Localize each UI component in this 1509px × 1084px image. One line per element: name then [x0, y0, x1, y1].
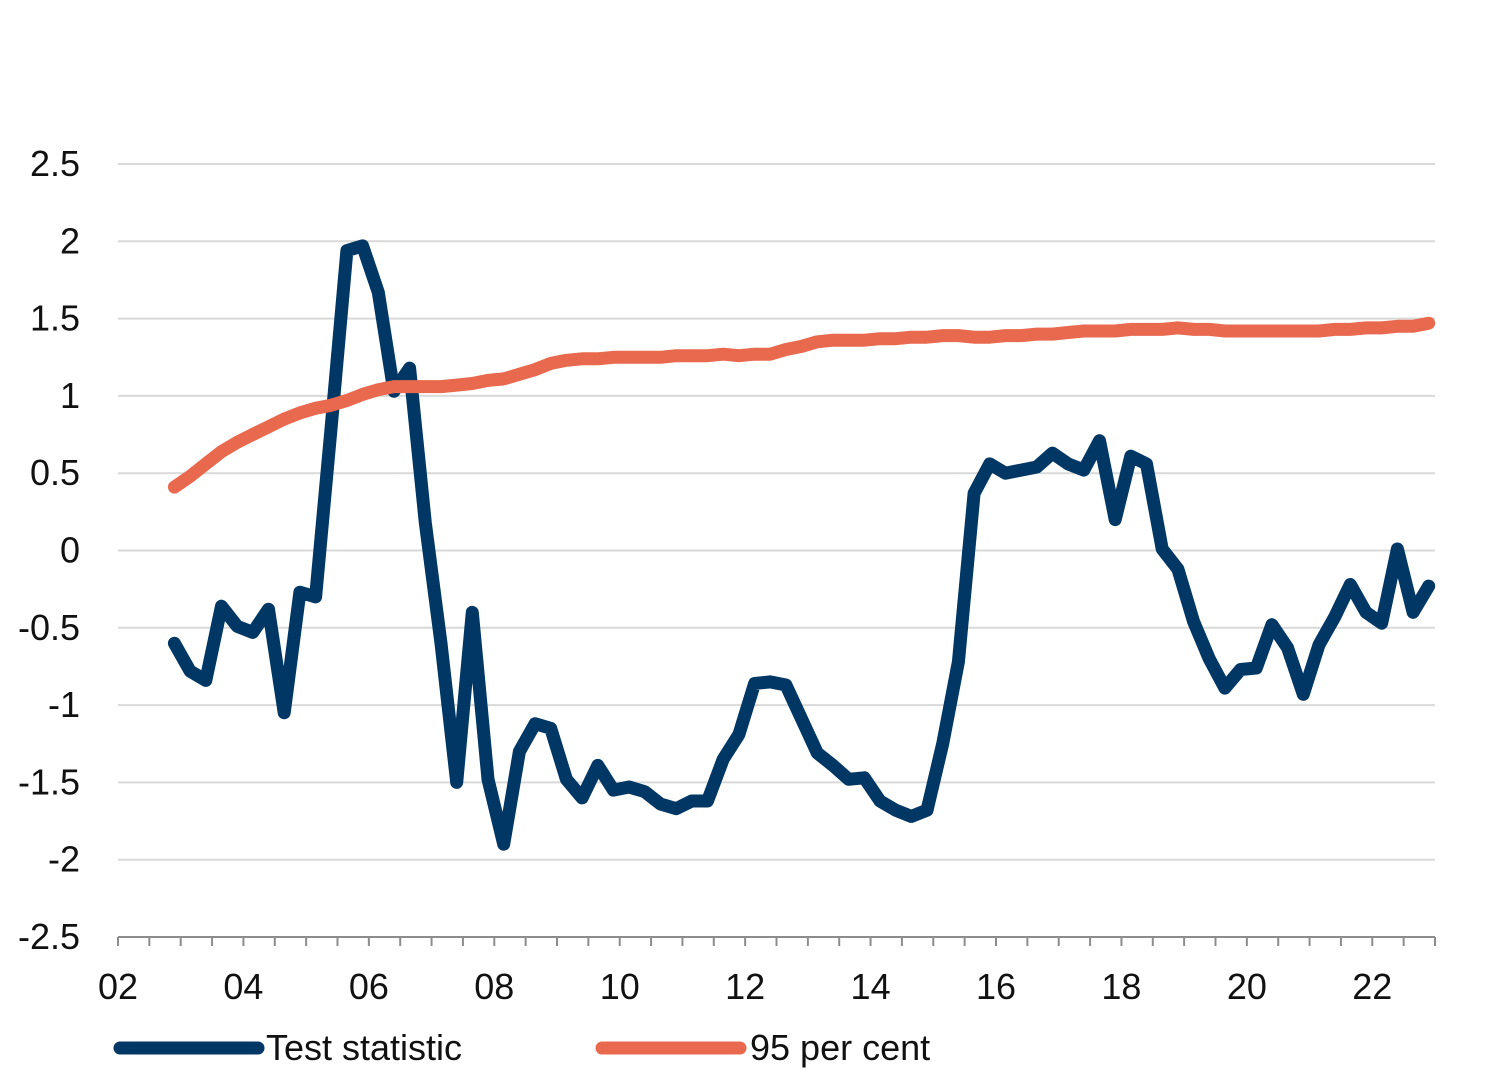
x-axis — [117, 936, 1436, 946]
y-tick-label: 1.5 — [30, 298, 80, 339]
series-line-test-statistic — [167, 239, 1436, 851]
y-tick-label: -0.5 — [18, 607, 80, 648]
y-axis-labels: 2.5 2 1.5 1 0.5 0 -0.5 -1 -1.5 -2 -2.5 — [18, 143, 80, 957]
x-tick-label: 14 — [851, 966, 891, 1007]
x-tick-label: 02 — [98, 966, 138, 1007]
legend-label: 95 per cent — [750, 1027, 930, 1068]
x-axis-labels: 02 04 06 08 10 12 14 16 18 20 22 — [98, 966, 1392, 1007]
x-tick-label: 10 — [600, 966, 640, 1007]
x-tick-label: 16 — [976, 966, 1016, 1007]
y-tick-label: -2.5 — [18, 916, 80, 957]
y-tick-label: 1 — [60, 375, 80, 416]
y-tick-label: 2.5 — [30, 143, 80, 184]
y-tick-label: 0.5 — [30, 452, 80, 493]
series-lines — [167, 239, 1436, 851]
series-line-ninety-five-per-cent — [167, 316, 1436, 494]
y-tick-label: 0 — [60, 530, 80, 571]
x-tick-label: 12 — [725, 966, 765, 1007]
x-tick-label: 22 — [1352, 966, 1392, 1007]
gridlines — [118, 163, 1435, 861]
legend-label: Test statistic — [266, 1027, 462, 1068]
x-tick-label: 08 — [474, 966, 514, 1007]
y-tick-label: 2 — [60, 220, 80, 261]
x-tick-label: 20 — [1227, 966, 1267, 1007]
legend: Test statistic 95 per cent — [113, 1027, 930, 1068]
x-tick-label: 04 — [223, 966, 263, 1007]
x-tick-label: 06 — [349, 966, 389, 1007]
y-tick-label: -2 — [48, 839, 80, 880]
y-tick-label: -1 — [48, 684, 80, 725]
x-tick-label: 18 — [1101, 966, 1141, 1007]
y-tick-label: -1.5 — [18, 761, 80, 802]
